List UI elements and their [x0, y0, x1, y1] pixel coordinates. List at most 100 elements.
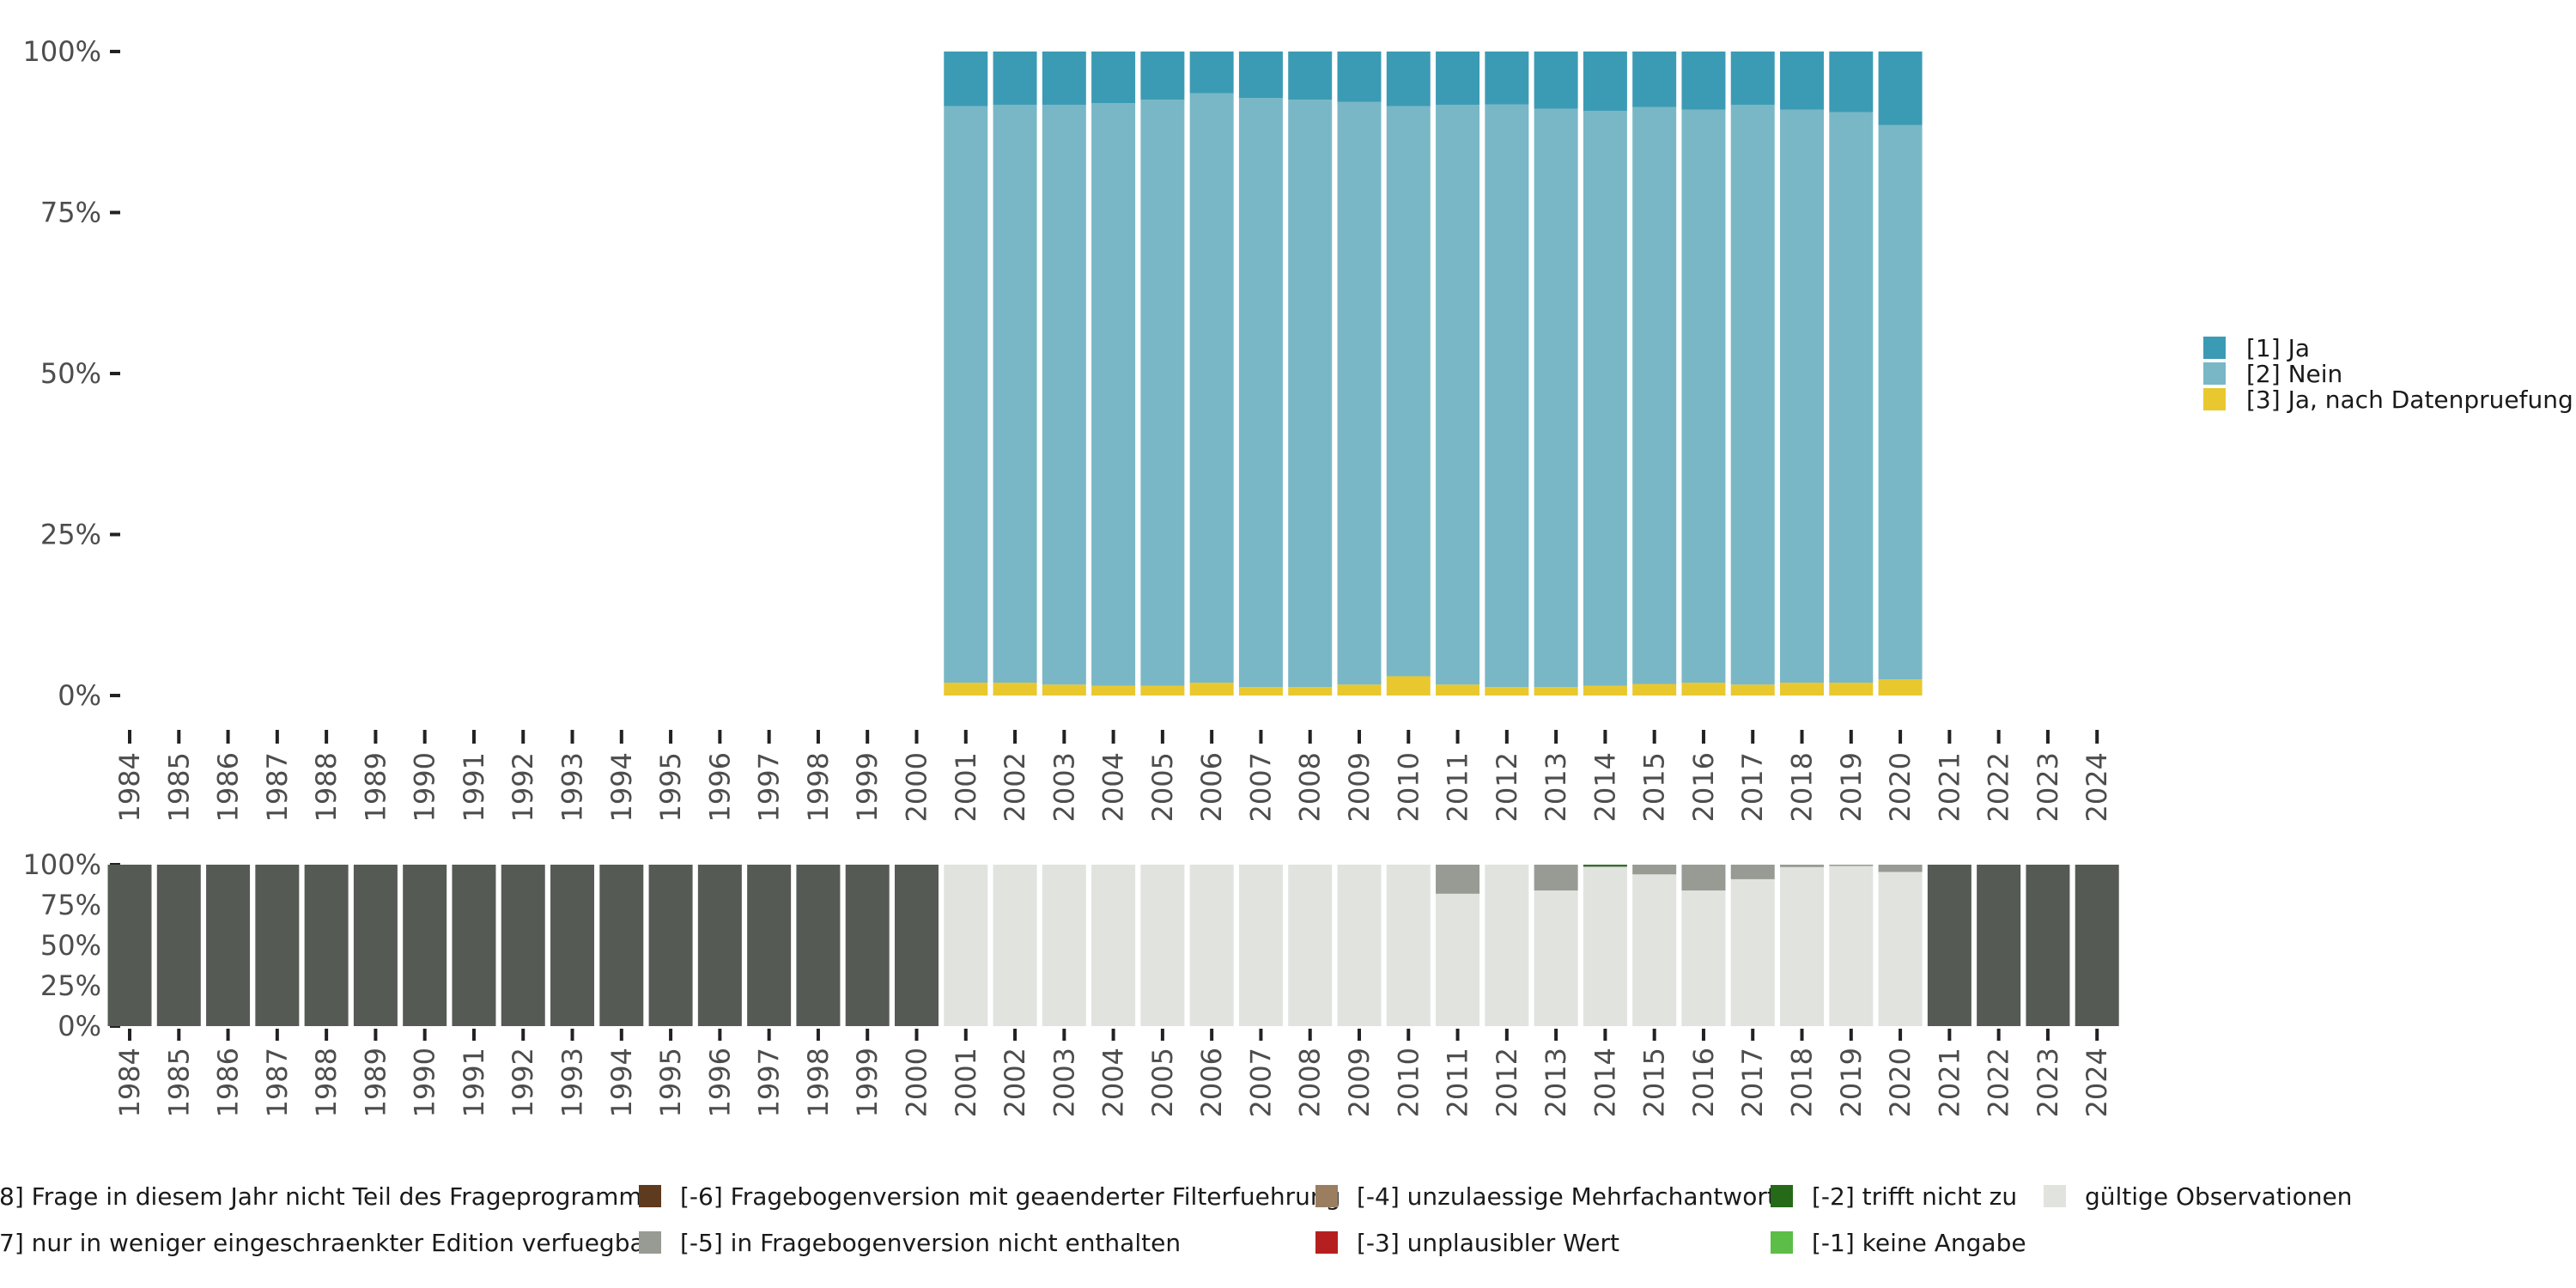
main-bar-segment-2009-series-2 — [1337, 52, 1382, 102]
missing-bar-segment-2014-series-0 — [1583, 866, 1627, 1026]
missing-bar-segment-2000-series-3 — [894, 865, 939, 1026]
main-bar-segment-2018-series-2 — [1780, 52, 1825, 110]
main-bar-segment-2015-series-0 — [1632, 683, 1677, 696]
missing-bar-segment-2013-series-1 — [1534, 865, 1578, 891]
main-x-tick-label-2004: 2004 — [1097, 752, 1130, 822]
missing-x-tick-label-2006: 2006 — [1195, 1048, 1228, 1117]
main-x-tick-label-1993: 1993 — [556, 752, 589, 822]
main-bar-segment-2007-series-2 — [1238, 52, 1283, 98]
missing-bar-segment-2012-series-0 — [1485, 865, 1529, 1026]
main-bar-segment-2005-series-0 — [1140, 685, 1185, 696]
missing-bar-segment-2006-series-0 — [1189, 865, 1234, 1026]
missing-x-tick-label-2002: 2002 — [999, 1048, 1031, 1117]
main-bar-segment-2013-series-0 — [1534, 687, 1578, 696]
main-bar-segment-2005-series-2 — [1140, 52, 1185, 100]
main-bar-segment-2019-series-0 — [1829, 683, 1874, 696]
main-x-tick-label-2022: 2022 — [1983, 752, 2015, 822]
missing-bar-segment-1990-series-3 — [403, 865, 447, 1026]
missing-x-tick-label-2014: 2014 — [1589, 1048, 1621, 1117]
missing-x-tick-label-2022: 2022 — [1983, 1048, 2015, 1117]
main-bar-segment-2012-series-1 — [1485, 104, 1529, 688]
missing-x-tick-label-1993: 1993 — [556, 1048, 589, 1117]
legend-missing-label-0-1: [-7] nur in weniger eingeschraenkter Edi… — [0, 1229, 655, 1257]
main-bar-segment-2018-series-1 — [1780, 109, 1825, 683]
main-x-tick-label-2012: 2012 — [1491, 752, 1523, 822]
main-bar-segment-2017-series-0 — [1730, 684, 1775, 696]
main-bar-segment-2010-series-1 — [1386, 106, 1431, 677]
missing-bar-segment-1987-series-3 — [255, 865, 300, 1026]
main-bar-segment-2011-series-1 — [1436, 105, 1480, 685]
main-x-tick-label-2007: 2007 — [1244, 752, 1277, 822]
legend-missing-label-2-1: [-3] unplausibler Wert — [1357, 1229, 1619, 1257]
main-bar-segment-2011-series-2 — [1436, 52, 1480, 106]
main-x-tick-label-1988: 1988 — [310, 752, 343, 822]
main-x-tick-label-2003: 2003 — [1048, 752, 1080, 822]
missing-bar-segment-2013-series-0 — [1534, 890, 1578, 1026]
missing-bar-segment-1985-series-3 — [156, 865, 201, 1026]
missing-bar-segment-2004-series-0 — [1091, 865, 1136, 1026]
missing-bar-segment-1996-series-3 — [697, 865, 742, 1026]
main-x-tick-label-1987: 1987 — [261, 752, 294, 822]
missing-bar-segment-2018-series-1 — [1780, 865, 1825, 867]
missing-bar-segment-2015-series-1 — [1632, 865, 1677, 875]
missing-bar-segment-1989-series-3 — [353, 865, 398, 1026]
main-bar-segment-2010-series-2 — [1386, 52, 1431, 106]
missing-bar-segment-2011-series-1 — [1436, 865, 1480, 894]
legend-missing-swatch-1-0 — [639, 1185, 661, 1207]
main-bar-segment-2001-series-2 — [944, 52, 988, 106]
main-bar-segment-2019-series-1 — [1829, 112, 1874, 683]
main-bar-segment-2001-series-0 — [944, 683, 988, 696]
legend-missing-label-1-1: [-5] in Fragebogenversion nicht enthalte… — [680, 1229, 1181, 1257]
missing-y-tick-label: 100% — [23, 848, 101, 881]
missing-bar-segment-1998-series-3 — [796, 865, 841, 1026]
main-x-tick-label-2021: 2021 — [1933, 752, 1965, 822]
missing-bar-segment-2018-series-0 — [1780, 866, 1825, 1026]
legend-main-label-1: [2] Nein — [2246, 360, 2342, 388]
missing-bar-segment-1999-series-3 — [845, 865, 890, 1026]
legend-missing-swatch-4-0 — [2044, 1185, 2066, 1207]
main-x-tick-label-2016: 2016 — [1687, 752, 1720, 822]
missing-bar-segment-2009-series-0 — [1337, 865, 1382, 1026]
legend-missing-label-4-0: gültige Observationen — [2085, 1182, 2352, 1211]
main-bar-segment-2017-series-1 — [1730, 105, 1775, 685]
missing-bar-segment-1986-series-3 — [206, 865, 251, 1026]
main-bar-segment-2003-series-0 — [1042, 684, 1086, 696]
legend-missing-label-0-0: [-8] Frage in diesem Jahr nicht Teil des… — [0, 1182, 654, 1211]
missing-bar-segment-1997-series-3 — [747, 865, 792, 1026]
legend-missing-label-3-1: [-1] keine Angabe — [1812, 1229, 2026, 1257]
main-x-tick-label-2014: 2014 — [1589, 752, 1621, 822]
missing-x-tick-label-2010: 2010 — [1392, 1048, 1425, 1117]
missing-bar-segment-1995-series-3 — [648, 865, 693, 1026]
missing-bar-segment-2020-series-1 — [1878, 865, 1923, 872]
legend-main-label-2: [3] Ja, nach Datenpruefung — [2246, 386, 2573, 414]
main-bar-segment-2010-series-0 — [1386, 676, 1431, 696]
missing-x-tick-label-1991: 1991 — [458, 1048, 490, 1117]
missing-x-tick-label-2023: 2023 — [2032, 1048, 2064, 1117]
missing-x-tick-label-2020: 2020 — [1884, 1048, 1917, 1117]
main-bar-segment-2007-series-0 — [1238, 687, 1283, 696]
main-x-tick-label-2011: 2011 — [1442, 752, 1474, 822]
main-bar-segment-2016-series-1 — [1681, 109, 1726, 683]
main-x-tick-label-2002: 2002 — [999, 752, 1031, 822]
missing-x-tick-label-2016: 2016 — [1687, 1048, 1720, 1117]
main-bar-segment-2014-series-2 — [1583, 52, 1627, 111]
main-x-tick-label-2019: 2019 — [1835, 752, 1868, 822]
main-bar-segment-2016-series-2 — [1681, 52, 1726, 110]
missing-y-tick-label: 75% — [40, 889, 101, 921]
main-x-tick-label-2010: 2010 — [1392, 752, 1425, 822]
missing-bar-segment-1994-series-3 — [599, 865, 644, 1026]
missing-x-tick-label-2011: 2011 — [1442, 1048, 1474, 1117]
missing-bar-segment-2003-series-0 — [1042, 865, 1086, 1026]
missing-x-tick-label-2012: 2012 — [1491, 1048, 1523, 1117]
missing-bar-segment-2022-series-3 — [1977, 865, 2021, 1026]
missing-x-tick-label-1994: 1994 — [605, 1048, 638, 1117]
legend-missing-swatch-1-1 — [639, 1231, 661, 1254]
main-x-tick-label-2009: 2009 — [1343, 752, 1376, 822]
missing-x-tick-label-1990: 1990 — [409, 1048, 441, 1117]
missing-x-tick-label-2009: 2009 — [1343, 1048, 1376, 1117]
main-bar-segment-2004-series-0 — [1091, 685, 1136, 696]
main-x-tick-label-1986: 1986 — [212, 752, 245, 822]
main-bar-segment-2011-series-0 — [1436, 684, 1480, 696]
main-bar-segment-2009-series-1 — [1337, 101, 1382, 685]
missing-x-tick-label-1995: 1995 — [654, 1048, 687, 1117]
